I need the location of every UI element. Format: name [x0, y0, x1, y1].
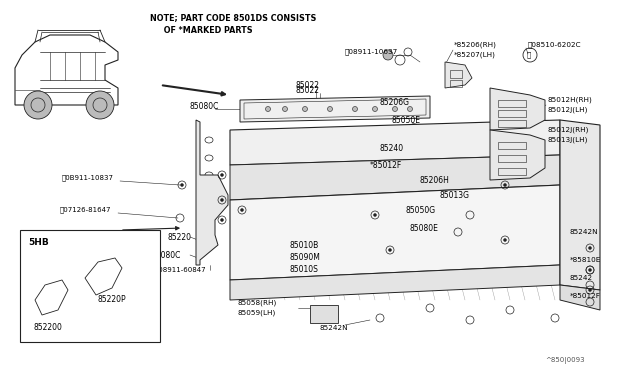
Bar: [450, 80, 462, 87]
Text: 85206G: 85206G: [380, 97, 410, 106]
Bar: [20, 230, 160, 342]
Text: 85242N: 85242N: [320, 325, 349, 331]
Text: 85050E: 85050E: [392, 115, 421, 125]
Text: 85220P: 85220P: [98, 295, 127, 305]
Text: ⓝ08911-60847: ⓝ08911-60847: [155, 267, 207, 273]
Text: *85012F: *85012F: [370, 160, 403, 170]
Text: 85010B: 85010B: [290, 241, 319, 250]
Circle shape: [266, 106, 271, 112]
Text: 5HB: 5HB: [28, 237, 49, 247]
Circle shape: [303, 106, 307, 112]
Text: 85206H: 85206H: [420, 176, 450, 185]
Circle shape: [221, 173, 223, 176]
Polygon shape: [230, 120, 560, 165]
Text: ⓝ0B911-10837: ⓝ0B911-10837: [62, 175, 114, 181]
Polygon shape: [490, 130, 545, 180]
Text: 85242: 85242: [570, 275, 593, 281]
Bar: [498, 168, 526, 175]
Text: 85090M: 85090M: [290, 253, 321, 263]
Circle shape: [589, 289, 591, 292]
Text: ⓝ08911-10637: ⓝ08911-10637: [345, 49, 398, 55]
Text: 85059(LH): 85059(LH): [238, 310, 276, 316]
Polygon shape: [196, 120, 228, 265]
Text: 85058(RH): 85058(RH): [238, 300, 277, 306]
Polygon shape: [230, 185, 560, 280]
Circle shape: [383, 50, 393, 60]
Text: 85080C: 85080C: [190, 102, 220, 110]
Text: 85022: 85022: [295, 86, 319, 94]
Text: NOTE; PART CODE 8501DS CONSISTS: NOTE; PART CODE 8501DS CONSISTS: [150, 13, 316, 22]
Polygon shape: [445, 62, 472, 88]
Bar: [450, 70, 462, 78]
Circle shape: [282, 106, 287, 112]
Text: 85220: 85220: [168, 232, 192, 241]
Circle shape: [589, 269, 591, 272]
Bar: [498, 120, 526, 127]
Text: 85080E: 85080E: [410, 224, 439, 232]
Text: 85012J(LH): 85012J(LH): [548, 107, 588, 113]
Text: *85206(RH): *85206(RH): [454, 42, 497, 48]
Circle shape: [504, 238, 506, 241]
Bar: [498, 100, 526, 107]
Polygon shape: [230, 155, 560, 200]
Text: *85810E: *85810E: [570, 257, 602, 263]
Circle shape: [180, 183, 184, 186]
Text: Ⓢ08510-6202C: Ⓢ08510-6202C: [528, 42, 582, 48]
Polygon shape: [560, 120, 600, 290]
Bar: [498, 142, 526, 149]
Text: 85012H(RH): 85012H(RH): [548, 97, 593, 103]
Bar: [498, 155, 526, 162]
Circle shape: [24, 91, 52, 119]
Text: 85013G: 85013G: [440, 190, 470, 199]
Circle shape: [221, 199, 223, 202]
Circle shape: [241, 208, 243, 212]
Polygon shape: [560, 285, 600, 310]
Circle shape: [388, 248, 392, 251]
Text: 85050G: 85050G: [405, 205, 435, 215]
Polygon shape: [230, 265, 560, 300]
Circle shape: [504, 183, 506, 186]
Text: ^850|0093: ^850|0093: [545, 356, 584, 363]
Text: 85080C: 85080C: [152, 250, 181, 260]
Text: *85012F: *85012F: [570, 293, 601, 299]
Circle shape: [392, 106, 397, 112]
Bar: [498, 110, 526, 117]
Bar: [310, 305, 338, 323]
Text: 85013J(LH): 85013J(LH): [548, 137, 588, 143]
Text: 85012J(RH): 85012J(RH): [548, 127, 589, 133]
Text: *85207(LH): *85207(LH): [454, 52, 496, 58]
Text: OF *MARKED PARTS: OF *MARKED PARTS: [150, 26, 253, 35]
Text: ⒲07126-81647: ⒲07126-81647: [60, 207, 111, 213]
Text: 85240: 85240: [380, 144, 404, 153]
Circle shape: [221, 218, 223, 221]
Circle shape: [408, 106, 413, 112]
Text: Ⓢ: Ⓢ: [527, 52, 531, 58]
Text: 852200: 852200: [33, 324, 62, 333]
Polygon shape: [490, 88, 545, 130]
Circle shape: [86, 91, 114, 119]
Circle shape: [372, 106, 378, 112]
Text: 85242N: 85242N: [570, 229, 598, 235]
Circle shape: [374, 214, 376, 217]
Text: 85010S: 85010S: [290, 266, 319, 275]
Circle shape: [589, 247, 591, 250]
Polygon shape: [240, 96, 430, 122]
Circle shape: [328, 106, 333, 112]
Text: 85022: 85022: [295, 80, 319, 90]
Circle shape: [353, 106, 358, 112]
